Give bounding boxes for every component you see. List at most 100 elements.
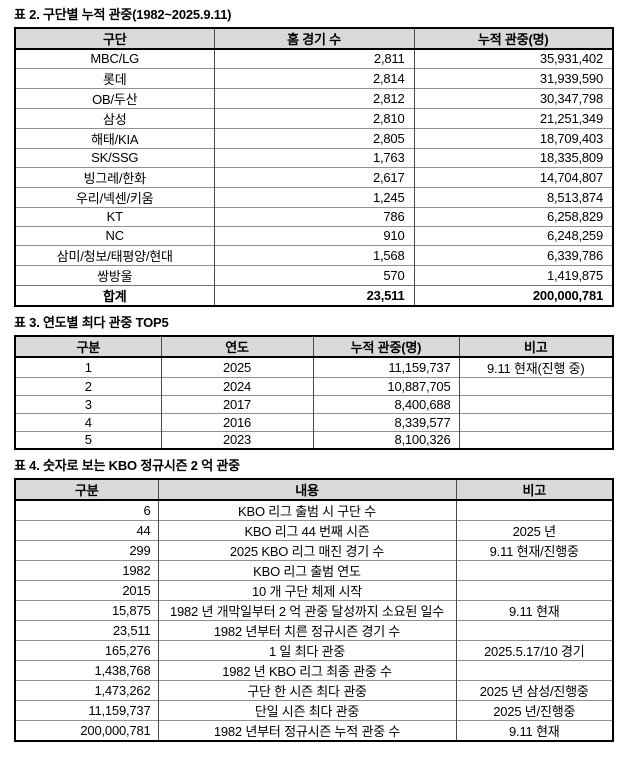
table-cell: 4 bbox=[15, 412, 161, 431]
table-cell: 10 개 구단 체제 시작 bbox=[157, 580, 456, 601]
table-cell: 2025 KBO 리그 매진 경기 수 bbox=[157, 540, 456, 561]
table-cell: 삼성 bbox=[15, 107, 214, 128]
table-cell: KBO 리그 44 번째 시즌 bbox=[157, 520, 456, 541]
table-cell: 1,568 bbox=[213, 244, 414, 265]
table-cell: 1982 년 개막일부터 2 억 관중 달성까지 소요된 일수 bbox=[157, 600, 456, 621]
table-row: 200,000,781 1982 년부터 정규시즌 누적 관중 수 9.11 현재 bbox=[15, 720, 613, 741]
table-cell: 11,159,737 bbox=[312, 356, 459, 377]
table-cell: 2025 년/진행중 bbox=[455, 700, 613, 721]
table-cell bbox=[455, 560, 613, 581]
column-header-rank: 구분 bbox=[15, 335, 161, 358]
table-row: SK/SSG 1,763 18,335,809 bbox=[15, 147, 613, 167]
club-cumulative-attendance-table: 구단 홈 경기 수 누적 관중(명) MBC/LG 2,811 35,931,402… bbox=[14, 27, 614, 307]
table-cell: 2023 bbox=[160, 430, 313, 449]
table-cell: 18,709,403 bbox=[413, 127, 613, 148]
table-cell: 단일 시즌 최다 관중 bbox=[157, 700, 456, 721]
table-cell: 우리/넥센/키움 bbox=[15, 186, 214, 207]
table-row: MBC/LG 2,811 35,931,402 bbox=[15, 49, 613, 68]
table-cell: 1982 bbox=[15, 560, 158, 581]
table-cell: 2016 bbox=[160, 412, 313, 431]
table-cell: SK/SSG bbox=[15, 147, 214, 167]
table-row: 15,875 1982 년 개막일부터 2 억 관중 달성까지 소요된 일수 9.1… bbox=[15, 600, 613, 621]
table-row: 3 2017 8,400,688 bbox=[15, 394, 613, 413]
column-header-cumulative-attendance: 누적 관중(명) bbox=[413, 28, 613, 50]
table-cell: 9.11 현재 bbox=[455, 720, 613, 741]
table-cell: 23,511 bbox=[15, 620, 158, 641]
column-header-remarks: 비고 bbox=[455, 479, 613, 501]
table2-body: MBC/LG 2,811 35,931,402 롯데 2,814 31,939,590 OB… bbox=[15, 49, 613, 285]
table-cell: 6,248,259 bbox=[413, 225, 613, 245]
table-cell: KBO 리그 출범 시 구단 수 bbox=[157, 500, 456, 521]
table-cell: 570 bbox=[213, 264, 414, 285]
table-row: 2015 10 개 구단 체제 시작 bbox=[15, 580, 613, 601]
table-cell: 9.11 현재(진행 중) bbox=[458, 356, 613, 377]
total-row: 합계 23,511 200,000,781 bbox=[15, 284, 613, 306]
table-cell: 1 bbox=[84, 359, 92, 375]
table-cell: 2017 bbox=[160, 394, 313, 413]
table-row: 23,511 1982 년부터 치른 정규시즌 경기 수 bbox=[15, 620, 613, 641]
table-cell: 31,939,590 bbox=[413, 67, 613, 88]
table-cell: 910 bbox=[213, 225, 414, 245]
table-cell: 35,931,402 bbox=[413, 49, 613, 68]
table-row: 165,276 1 일 최다 관중 2025.5.17/10 경기 bbox=[15, 640, 613, 661]
table4-body: 6 KBO 리그 출범 시 구단 수 44 KBO 리그 44 번째 시즌 2025 년… bbox=[15, 500, 613, 741]
table-cell: 6,339,786 bbox=[413, 244, 613, 265]
table-cell: 해태/KIA bbox=[15, 127, 214, 148]
table-cell: 21,251,349 bbox=[413, 107, 613, 128]
table-cell: 2,617 bbox=[213, 166, 414, 187]
table-cell: 10,887,705 bbox=[312, 376, 459, 395]
table-row: 6 KBO 리그 출범 시 구단 수 bbox=[15, 500, 613, 521]
total-attendance-cell: 200,000,781 bbox=[413, 284, 613, 306]
table-cell: 2025 년 bbox=[455, 520, 613, 541]
table-cell: OB/두산 bbox=[15, 87, 214, 108]
column-header-figure: 구분 bbox=[15, 479, 158, 501]
table-row: 2 2024 10,887,705 bbox=[15, 376, 613, 395]
table-cell: 5 bbox=[15, 430, 161, 449]
table-row: 44 KBO 리그 44 번째 시즌 2025 년 bbox=[15, 520, 613, 541]
table-cell: 9.11 현재 bbox=[455, 600, 613, 621]
column-header-year: 연도 bbox=[160, 335, 313, 358]
table-cell: 1,419,875 bbox=[413, 264, 613, 285]
table-cell: 2,814 bbox=[213, 67, 414, 88]
table-cell: 8,400,688 bbox=[312, 394, 459, 413]
table-cell: 1,473,262 bbox=[15, 680, 158, 701]
table3-title: 표 3. 연도별 최다 관중 TOP5 bbox=[14, 314, 169, 330]
table-cell: KBO 리그 출범 연도 bbox=[157, 560, 456, 581]
table-cell: 165,276 bbox=[15, 640, 158, 661]
table-row: NC 910 6,248,259 bbox=[15, 225, 613, 245]
table3-body: 1 2025 11,159,737 9.11 현재(진행 중) 2 2024 10,887,… bbox=[15, 356, 613, 449]
table-cell: 299 bbox=[15, 540, 158, 561]
table-cell: 6,258,829 bbox=[413, 206, 613, 226]
table-cell: 2,812 bbox=[213, 87, 414, 108]
table-cell: 15,875 bbox=[15, 600, 158, 621]
table-cell: 9.11 현재/진행중 bbox=[455, 540, 613, 561]
document-page: 표 2. 구단별 누적 관중(1982~2025.9.11) 구단 홈 경기 수… bbox=[14, 7, 614, 742]
table-row: 1982 KBO 리그 출범 연도 bbox=[15, 560, 613, 581]
table-cell: 2025 년 삼성/진행중 bbox=[455, 680, 613, 701]
section-kbo-200m-by-numbers: 표 4. 숫자로 보는 KBO 정규시즌 2 억 관중 구분 내용 비고 6 KB… bbox=[14, 458, 614, 742]
column-header-club: 구단 bbox=[15, 28, 214, 50]
table-row: 삼미/청보/태평양/현대 1,568 6,339,786 bbox=[15, 244, 613, 265]
table-cell bbox=[458, 430, 613, 449]
table4-title: 표 4. 숫자로 보는 KBO 정규시즌 2 억 관중 bbox=[14, 458, 240, 473]
table-row: 빙그레/한화 2,617 14,704,807 bbox=[15, 166, 613, 187]
table-cell: 1,763 bbox=[213, 147, 414, 167]
table-cell: 롯데 bbox=[15, 67, 214, 88]
table-row: 쌍방울 570 1,419,875 bbox=[15, 264, 613, 285]
table-cell: 2,805 bbox=[213, 127, 414, 148]
table-cell bbox=[455, 580, 613, 601]
table-cell: 11,159,737 bbox=[15, 700, 158, 721]
table-cell: 8,513,874 bbox=[413, 186, 613, 207]
table-row: OB/두산 2,812 30,347,798 bbox=[15, 87, 613, 108]
table-cell bbox=[458, 376, 613, 395]
table-cell: 200,000,781 bbox=[15, 720, 158, 741]
table-cell: 2 bbox=[15, 376, 161, 395]
table-cell bbox=[455, 500, 613, 521]
table-cell: 44 bbox=[15, 520, 158, 541]
table-cell: 1,438,768 bbox=[15, 660, 158, 681]
table-cell: 삼미/청보/태평양/현대 bbox=[15, 244, 214, 265]
table-cell: 3 bbox=[15, 394, 161, 413]
table-cell: 2025.5.17/10 경기 bbox=[455, 640, 613, 661]
table-cell bbox=[458, 412, 613, 431]
